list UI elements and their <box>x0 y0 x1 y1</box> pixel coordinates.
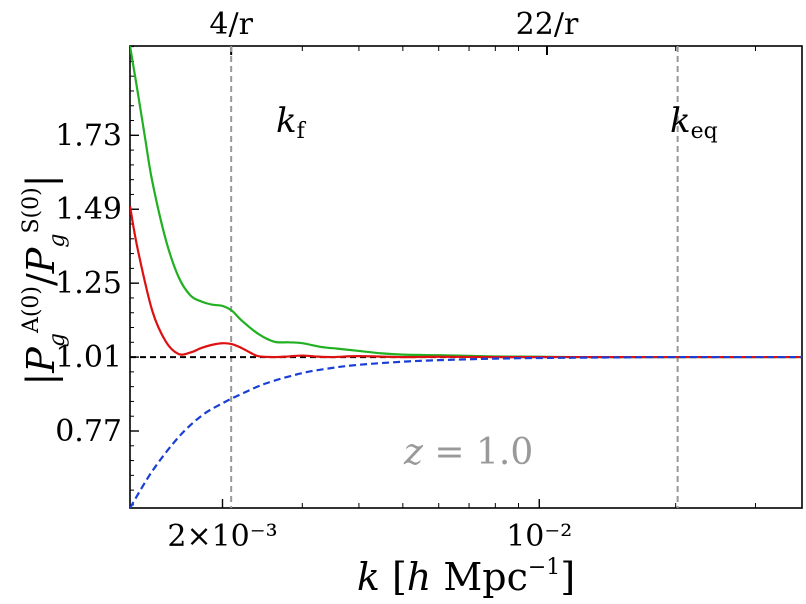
top-tick-label: 4/r <box>209 7 253 42</box>
kf-label: kf <box>276 101 307 144</box>
x-tick-label: 2×10⁻³ <box>167 519 277 554</box>
top-tick-label: 22/r <box>516 7 579 42</box>
keq-label: keq <box>670 101 718 144</box>
y-tick-label: 1.49 <box>55 192 122 227</box>
tick-layer <box>130 46 756 508</box>
y-tick-label: 1.01 <box>55 340 122 375</box>
y-tick-label: 0.77 <box>55 414 122 449</box>
series-line-2 <box>130 355 802 508</box>
x-axis-label: k [h Mpc−1] <box>357 555 575 599</box>
y-tick-label: 1.25 <box>55 266 122 301</box>
series-line-1 <box>130 205 802 359</box>
redshift-annotation: z = 1.0 <box>403 432 533 473</box>
tick-label-layer: 0.77 1.01 1.25 1.49 1.73 2×10⁻³ 10⁻² 4/r 22/r <box>55 7 579 554</box>
plot-area <box>129 45 803 509</box>
y-tick-label: 1.73 <box>55 118 122 153</box>
series-layer <box>130 46 802 508</box>
x-tick-label: 10⁻² <box>506 519 572 554</box>
